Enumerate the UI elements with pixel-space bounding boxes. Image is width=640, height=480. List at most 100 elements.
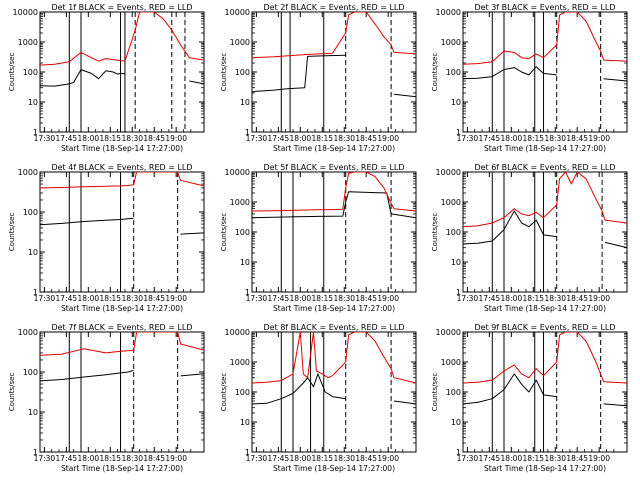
y-tick-label: 1 [456,288,461,297]
x-tick-label: 18:15 [311,454,333,463]
x-tick-label: 18:45 [143,294,165,303]
panel-title: Det 3f BLACK = Events, RED = LLD [474,3,615,12]
series-line-lld [40,332,204,356]
panel-title: Det 5f BLACK = Events, RED = LLD [263,163,404,172]
y-tick-label: 10000 [436,8,461,17]
x-tick-label: 17:45 [268,134,290,143]
x-tick-label: 18:00 [501,134,523,143]
data-layer [463,172,627,292]
x-tick-label: 17:30 [457,454,479,463]
x-tick-label: 18:15 [522,294,544,303]
x-tick-label: 17:45 [479,134,501,143]
x-tick-label: 17:45 [56,294,78,303]
y-tick-label: 100 [446,388,461,397]
y-tick-label: 100 [446,68,461,77]
series-line-lld [252,172,416,212]
y-axis-label: Counts/sec [8,53,16,92]
x-axis-label: Start Time (18-Sep-14 17:27:00) [273,464,395,473]
data-layer [252,172,416,292]
series-line-lld [463,12,627,65]
y-tick-label: 10 [28,408,38,417]
x-tick-label: 18:30 [333,134,355,143]
x-tick-label: 18:30 [333,294,355,303]
x-tick-label: 18:00 [78,134,100,143]
x-tick-label: 19:00 [588,134,610,143]
panel-title: Det 1f BLACK = Events, RED = LLD [51,3,192,12]
x-tick-label: 19:00 [588,454,610,463]
series-line-events [40,369,204,382]
series-line-events [252,54,416,98]
series-line-events [252,191,416,219]
x-tick-label: 17:45 [56,134,78,143]
y-tick-label: 1000 [18,168,38,177]
x-tick-label: 17:30 [34,134,56,143]
y-tick-label: 10000 [436,328,461,337]
x-tick-label: 17:30 [34,294,56,303]
data-layer [252,332,416,452]
y-tick-label: 10 [240,98,250,107]
plot-frame [39,11,205,133]
x-tick-label: 19:00 [165,454,187,463]
y-tick-label: 1000 [441,198,461,207]
y-axis-label: Counts/sec [8,373,16,412]
x-tick-label: 17:45 [268,454,290,463]
x-tick-label: 18:00 [290,454,312,463]
y-tick-label: 10 [240,418,250,427]
y-axis-label: Counts/sec [431,53,439,92]
x-tick-label: 19:00 [377,134,399,143]
x-tick-label: 17:30 [457,134,479,143]
y-tick-label: 10 [451,98,461,107]
y-tick-label: 1000 [230,198,250,207]
series-line-lld [252,12,416,59]
y-tick-label: 10 [28,248,38,257]
panel-title: Det 4f BLACK = Events, RED = LLD [51,163,192,172]
x-axis-label: Start Time (18-Sep-14 17:27:00) [273,144,395,153]
series-line-lld [463,332,627,384]
x-tick-label: 19:00 [377,454,399,463]
series-line-lld [40,12,204,66]
y-tick-label: 10000 [13,8,38,17]
y-tick-label: 1000 [441,358,461,367]
data-layer [252,12,416,132]
x-tick-label: 17:45 [479,294,501,303]
x-tick-label: 18:15 [311,134,333,143]
x-tick-label: 17:45 [268,294,290,303]
y-tick-label: 1 [245,128,250,137]
y-axis-label: Counts/sec [431,373,439,412]
x-tick-label: 18:30 [121,134,143,143]
x-tick-label: 17:30 [457,294,479,303]
data-layer [40,172,204,292]
x-tick-label: 18:00 [501,294,523,303]
series-line-events [463,66,627,82]
x-tick-label: 18:15 [99,454,121,463]
x-tick-label: 19:00 [165,134,187,143]
data-layer [40,332,204,452]
x-tick-label: 18:00 [78,454,100,463]
y-tick-label: 100 [23,68,38,77]
y-tick-label: 1 [456,448,461,457]
y-axis-label: Counts/sec [220,53,228,92]
y-axis-label: Counts/sec [431,213,439,252]
series-line-lld [252,332,416,384]
series-line-events [463,373,627,407]
y-tick-label: 10 [28,98,38,107]
x-tick-label: 18:45 [355,294,377,303]
x-tick-label: 19:00 [588,294,610,303]
y-tick-label: 10 [240,258,250,267]
x-tick-label: 18:45 [355,454,377,463]
x-tick-label: 18:30 [544,294,566,303]
y-tick-label: 100 [23,368,38,377]
y-tick-label: 1 [245,448,250,457]
x-tick-label: 17:45 [479,454,501,463]
plot-frame [462,331,628,453]
x-axis-label: Start Time (18-Sep-14 17:27:00) [61,464,183,473]
x-tick-label: 17:30 [246,294,268,303]
x-tick-label: 18:30 [544,134,566,143]
y-tick-label: 1000 [441,38,461,47]
x-axis-label: Start Time (18-Sep-14 17:27:00) [61,304,183,313]
x-tick-label: 18:00 [78,294,100,303]
y-tick-label: 1000 [230,38,250,47]
y-tick-label: 10 [451,418,461,427]
x-tick-label: 18:15 [99,294,121,303]
